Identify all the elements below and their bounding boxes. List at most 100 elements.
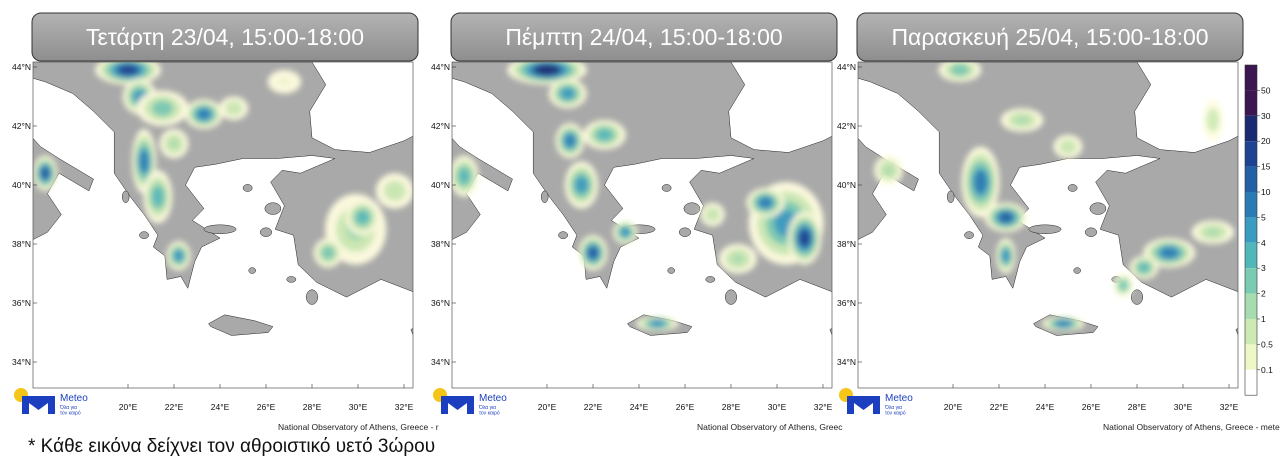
- rain-core: [140, 151, 148, 172]
- lat-label: 38°N: [12, 239, 31, 249]
- colorbar-label: 20: [1261, 136, 1271, 146]
- colorbar-frame: [1244, 64, 1258, 396]
- rain-core: [799, 229, 810, 247]
- colorbar-label: 4: [1261, 238, 1266, 248]
- lon-label: 24°E: [630, 402, 649, 412]
- lat-label: 42°N: [837, 121, 856, 131]
- map: [33, 62, 413, 388]
- rain-core: [953, 66, 967, 74]
- island: [558, 231, 568, 239]
- rain-core: [1206, 229, 1220, 236]
- logo-tagline: Όλα για: [59, 405, 77, 411]
- island: [286, 276, 297, 283]
- island: [1073, 267, 1081, 274]
- colorbar-band: [1245, 166, 1257, 192]
- lat-label: 38°N: [837, 239, 856, 249]
- logo-m: [847, 396, 880, 414]
- rain-core: [650, 322, 664, 326]
- colorbar-band: [1245, 90, 1257, 116]
- logo-tagline: Όλα για: [884, 405, 902, 411]
- colorbar-label: 30: [1261, 111, 1271, 121]
- footnote: * Κάθε εικόνα δείχνει τον αθροιστικό υετ…: [28, 436, 435, 457]
- colorbar-band: [1245, 115, 1257, 142]
- rain-core: [576, 177, 587, 193]
- lon-label: 26°E: [257, 402, 276, 412]
- lon-label: 26°E: [676, 402, 695, 412]
- rain-core: [565, 135, 575, 146]
- rain-core: [1015, 117, 1029, 124]
- title-box: [856, 12, 1244, 62]
- credit: National Observatory of Athens, Greece -…: [278, 422, 439, 432]
- island: [248, 267, 256, 274]
- logo-tagline: τον καιρό: [479, 410, 500, 417]
- rain-core: [175, 251, 182, 260]
- lon-label: 28°E: [1128, 402, 1147, 412]
- rain-core: [884, 166, 893, 175]
- rain-core: [1161, 248, 1178, 257]
- colorbar-label: 0.1: [1261, 365, 1273, 375]
- colorbar-label: 5: [1261, 212, 1266, 222]
- island: [1028, 224, 1062, 234]
- island: [541, 190, 549, 203]
- lon-label: 30°E: [768, 402, 787, 412]
- lon-label: 32°E: [814, 402, 833, 412]
- lon-label: 26°E: [1082, 402, 1101, 412]
- colorbar-label: 50: [1261, 85, 1271, 95]
- lon-label: 30°E: [1174, 402, 1193, 412]
- rain-core: [460, 169, 469, 183]
- rain-core: [41, 168, 49, 179]
- island: [1085, 227, 1097, 237]
- lat-label: 34°N: [837, 357, 856, 367]
- island: [139, 231, 149, 239]
- map-frame: [32, 61, 414, 389]
- colorbar-band: [1245, 369, 1257, 396]
- logo-name: Meteo: [885, 393, 913, 404]
- lat-label: 40°N: [837, 180, 856, 190]
- rain-core: [1210, 113, 1216, 127]
- rain-core: [154, 103, 171, 114]
- lat-label: 44°N: [837, 62, 856, 72]
- credit: National Observatory of Athens, Greece -…: [1103, 422, 1280, 432]
- map-frame: [451, 61, 833, 389]
- rain-core: [759, 198, 772, 207]
- lon-label: 24°E: [1036, 402, 1055, 412]
- rain-core: [709, 211, 716, 218]
- lat-label: 40°N: [12, 180, 31, 190]
- colorbar-band: [1245, 192, 1257, 218]
- colorbar-label: 1: [1261, 314, 1266, 324]
- rain-core: [621, 229, 629, 236]
- island: [1067, 184, 1078, 192]
- island: [264, 202, 282, 215]
- lon-label: 22°E: [584, 402, 603, 412]
- rain-core: [1056, 322, 1070, 326]
- colorbar-label: 10: [1261, 187, 1271, 197]
- title-box: [450, 12, 838, 62]
- rain-core: [1003, 250, 1009, 261]
- rain-core: [389, 185, 401, 197]
- rain-core: [324, 248, 333, 257]
- rain-core: [1120, 282, 1126, 289]
- rain-core: [198, 110, 210, 119]
- logo-tagline: Όλα για: [478, 405, 496, 411]
- colorbar-label: 15: [1261, 162, 1271, 172]
- colorbar-label: 0.5: [1261, 339, 1273, 349]
- lat-label: 36°N: [12, 298, 31, 308]
- colorbar-band: [1245, 344, 1257, 370]
- lat-label: 36°N: [431, 298, 450, 308]
- lat-label: 36°N: [837, 298, 856, 308]
- island: [242, 184, 253, 192]
- land: [410, 328, 413, 336]
- land: [829, 328, 832, 336]
- colorbar-band: [1245, 242, 1257, 269]
- rain-core: [279, 78, 290, 85]
- lon-label: 20°E: [119, 402, 138, 412]
- colorbar-band: [1245, 293, 1257, 319]
- title-box: [31, 12, 419, 62]
- map: [858, 62, 1238, 388]
- lon-label: 32°E: [395, 402, 414, 412]
- logo-name: Meteo: [60, 393, 88, 404]
- lon-label: 30°E: [349, 402, 368, 412]
- lon-label: 24°E: [211, 402, 230, 412]
- colorbar-label: 3: [1261, 263, 1266, 273]
- panel-title: Παρασκευή 25/04, 15:00-18:00: [891, 24, 1208, 50]
